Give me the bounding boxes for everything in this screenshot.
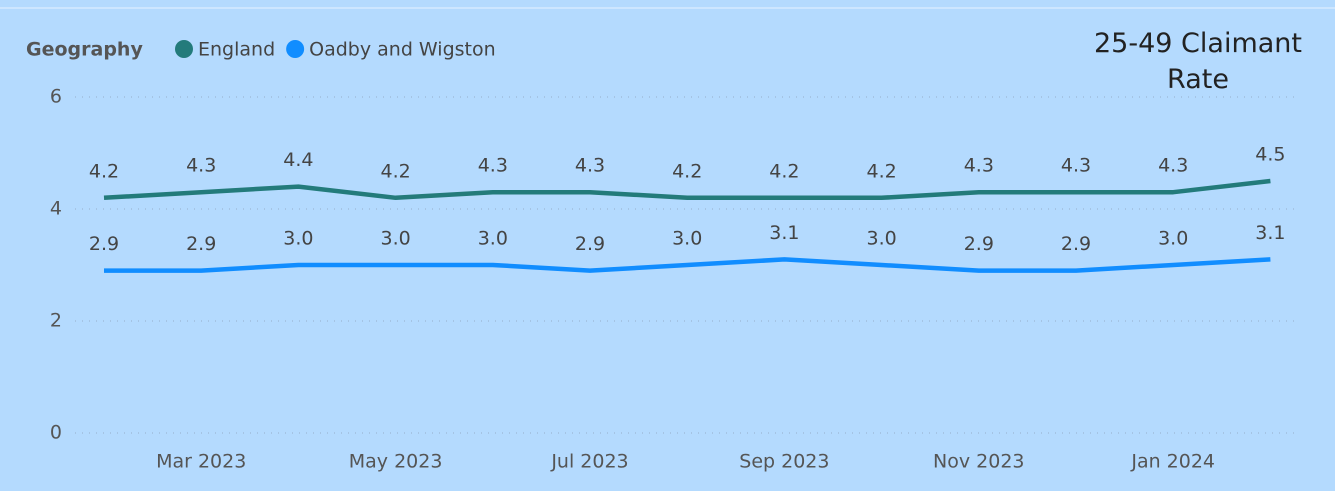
x-tick-label: Nov 2023 bbox=[933, 451, 1024, 473]
series-line bbox=[103, 178, 1271, 201]
x-tick-label: May 2023 bbox=[349, 451, 443, 473]
data-label: 4.3 bbox=[1158, 155, 1188, 177]
y-tick-label: 4 bbox=[50, 198, 62, 220]
x-tick-label: Jul 2023 bbox=[550, 451, 628, 473]
data-label: 3.0 bbox=[380, 228, 410, 250]
data-label: 4.2 bbox=[89, 160, 119, 182]
data-label: 4.3 bbox=[964, 155, 994, 177]
data-label: 4.4 bbox=[283, 149, 313, 171]
y-tick-label: 2 bbox=[50, 310, 62, 332]
data-label: 4.2 bbox=[866, 160, 896, 182]
legend-title: Geography bbox=[26, 39, 143, 61]
data-label: 2.9 bbox=[186, 233, 216, 255]
data-label: 3.1 bbox=[1255, 222, 1285, 244]
data-label: 2.9 bbox=[575, 233, 605, 255]
legend-marker bbox=[286, 40, 305, 58]
data-label: 3.0 bbox=[1158, 228, 1188, 250]
data-label: 4.2 bbox=[672, 160, 702, 182]
data-label: 4.3 bbox=[186, 155, 216, 177]
y-tick-label: 6 bbox=[50, 86, 62, 108]
data-label: 3.0 bbox=[866, 228, 896, 250]
data-label: 3.0 bbox=[672, 228, 702, 250]
data-label: 3.0 bbox=[283, 228, 313, 250]
data-label: 2.9 bbox=[1061, 233, 1091, 255]
data-label: 4.3 bbox=[575, 155, 605, 177]
y-tick-label: 0 bbox=[50, 422, 62, 444]
data-label: 4.5 bbox=[1255, 144, 1285, 166]
data-label: 4.3 bbox=[478, 155, 508, 177]
chart-title: 25-49 Claimant Rate bbox=[1094, 28, 1302, 95]
data-label: 3.0 bbox=[478, 228, 508, 250]
data-label: 2.9 bbox=[964, 233, 994, 255]
x-tick-label: Sep 2023 bbox=[739, 451, 829, 473]
series-line bbox=[104, 257, 1271, 273]
x-tick-label: Mar 2023 bbox=[156, 451, 246, 473]
data-label: 4.3 bbox=[1061, 155, 1091, 177]
data-label: 4.2 bbox=[380, 160, 410, 182]
legend-label: Oadby and Wigston bbox=[309, 39, 496, 61]
data-label: 3.1 bbox=[769, 222, 799, 244]
legend-label: England bbox=[198, 39, 275, 61]
x-tick-label: Jan 2024 bbox=[1130, 451, 1215, 473]
data-label: 4.2 bbox=[769, 160, 799, 182]
legend-marker bbox=[175, 40, 193, 58]
data-label: 2.9 bbox=[89, 233, 119, 255]
